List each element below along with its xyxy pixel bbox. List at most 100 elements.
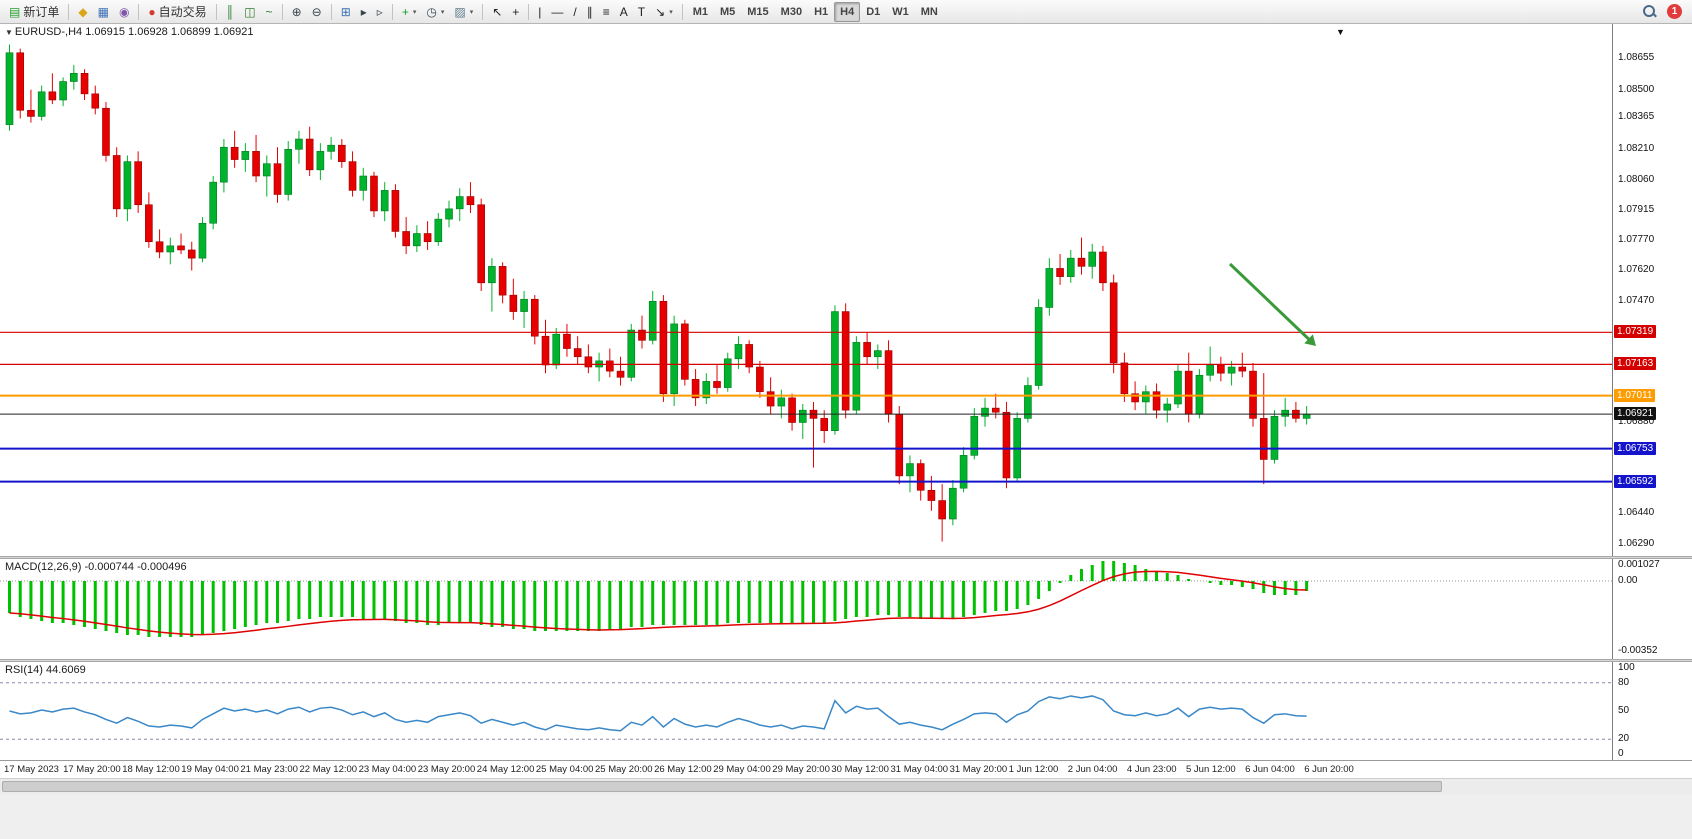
metaeditor-button[interactable]: ◆ bbox=[73, 2, 92, 22]
arrows-button[interactable]: ↘ ▾ bbox=[650, 2, 678, 22]
time-axis-label: 17 May 20:00 bbox=[63, 764, 121, 775]
resistance-line-1-label[interactable]: 1.07319 bbox=[1614, 325, 1657, 339]
macd-indicator-pane[interactable]: MACD(12,26,9) -0.000744 -0.000496 bbox=[0, 559, 1612, 659]
support-line-2-label[interactable]: 1.06592 bbox=[1614, 474, 1657, 488]
indicators-button[interactable]: + ▾ bbox=[397, 2, 422, 22]
timeframe-button-mn[interactable]: MN bbox=[915, 2, 944, 22]
timeframe-button-m15[interactable]: M15 bbox=[741, 2, 774, 22]
label-button[interactable]: T bbox=[633, 2, 650, 22]
time-axis-label: 23 May 04:00 bbox=[358, 764, 417, 775]
autotrading-icon: ● bbox=[148, 4, 156, 19]
channel-button[interactable]: ∥ bbox=[582, 2, 598, 22]
templates-button[interactable]: ▨ ▾ bbox=[449, 2, 478, 22]
bid-price-line-label[interactable]: 1.06921 bbox=[1614, 407, 1657, 421]
search-icon[interactable] bbox=[1642, 4, 1657, 19]
price-chart-pane[interactable]: ▼ EURUSD-,H4 1.06915 1.06928 1.06899 1.06… bbox=[0, 24, 1612, 556]
time-axis-label: 31 May 04:00 bbox=[890, 764, 949, 775]
scrollbar-thumb[interactable] bbox=[2, 781, 1442, 792]
rsi-indicator-pane[interactable]: RSI(14) 44.6069 bbox=[0, 662, 1612, 760]
toolbar-separator bbox=[138, 3, 140, 20]
toolbar-separator bbox=[528, 3, 530, 20]
bars-chart-button[interactable]: ║ bbox=[221, 2, 240, 22]
timeframe-button-d1[interactable]: D1 bbox=[860, 2, 886, 22]
market-watch-icon: ▦ bbox=[97, 4, 109, 19]
chart-ohlc-values: 1.06915 1.06928 1.06899 1.06921 bbox=[85, 26, 254, 38]
chart-shift-marker[interactable]: ▼ bbox=[1336, 27, 1345, 37]
zoom-out-button[interactable]: ⊖ bbox=[307, 2, 327, 22]
crosshair-button[interactable]: + bbox=[507, 2, 524, 22]
rsi-axis[interactable]: 100 80 50 20 0 bbox=[1612, 662, 1692, 760]
arrows-icon: ↘ bbox=[655, 4, 666, 19]
channel-icon: ∥ bbox=[586, 4, 593, 19]
fibonacci-button[interactable]: ≡ bbox=[598, 2, 615, 22]
cursor-button[interactable]: ↖ bbox=[487, 2, 507, 22]
window-bottom-area bbox=[0, 794, 1692, 839]
rsi-axis-label: 50 bbox=[1618, 705, 1630, 716]
text-button[interactable]: A bbox=[615, 2, 633, 22]
price-tick-label: 1.08365 bbox=[1618, 111, 1655, 123]
timeframe-button-w1[interactable]: W1 bbox=[886, 2, 915, 22]
trendline-button[interactable]: / bbox=[568, 2, 581, 22]
candlestick-chart-button[interactable]: ◫ bbox=[239, 2, 260, 22]
toolbar-separator bbox=[482, 3, 484, 20]
timeframe-button-m1[interactable]: M1 bbox=[687, 2, 714, 22]
autoscroll-button[interactable]: ▸ bbox=[356, 2, 372, 22]
trendline-icon: / bbox=[573, 4, 577, 19]
timeframe-button-h1[interactable]: H1 bbox=[808, 2, 834, 22]
time-axis[interactable]: 17 May 2023 17 May 20:00 18 May 12:00 19 Ma… bbox=[0, 760, 1692, 778]
macd-axis[interactable]: 0.001027 0.00 -0.00352 bbox=[1612, 559, 1692, 659]
crosshair-icon: + bbox=[512, 4, 520, 19]
new-order-icon: ▤ bbox=[9, 4, 21, 19]
notification-badge[interactable]: 1 bbox=[1667, 4, 1682, 19]
chart-menu-icon[interactable]: ▼ bbox=[5, 28, 13, 37]
navigator-icon: ◉ bbox=[118, 4, 130, 19]
vertical-line-icon: | bbox=[538, 4, 542, 19]
pane-splitter-macd[interactable] bbox=[0, 556, 1692, 559]
periods-button[interactable]: ◷ ▾ bbox=[421, 2, 449, 22]
toolbar-button-area: ▤ 新订单 ◆ ▦ ◉ ● 自动交易 ║ ◫ ~ ⊕ ⊖ ⊞ ▸ ▹ + ▾ ◷ ▾ ▨ ▾ ↖ + | — / ∥ ≡ A T ↘ ▾ M1 M… bbox=[4, 1, 944, 22]
pivot-line-label[interactable]: 1.07011 bbox=[1614, 388, 1656, 402]
price-tick-label: 1.06440 bbox=[1618, 506, 1655, 518]
autotrading-button[interactable]: ● 自动交易 bbox=[143, 2, 211, 22]
toolbar-separator bbox=[391, 3, 393, 20]
toolbar-separator bbox=[330, 3, 332, 20]
vertical-line-button[interactable]: | bbox=[533, 2, 546, 22]
new-order-button-label: 新订单 bbox=[23, 5, 60, 19]
macd-axis-label: 0.001027 bbox=[1618, 559, 1660, 570]
zoom-in-button[interactable]: ⊕ bbox=[287, 2, 307, 22]
templates-icon: ▨ bbox=[454, 4, 466, 19]
line-chart-button[interactable]: ~ bbox=[261, 2, 278, 22]
price-tick-label: 1.07770 bbox=[1618, 233, 1655, 245]
resistance-line-2-label[interactable]: 1.07163 bbox=[1614, 357, 1657, 371]
timeframe-button-m5[interactable]: M5 bbox=[714, 2, 741, 22]
toolbar-right-area: 1 bbox=[1642, 4, 1688, 19]
dropdown-caret-icon: ▾ bbox=[440, 8, 445, 16]
macd-axis-label: 0.00 bbox=[1618, 575, 1638, 586]
chart-shift-button[interactable]: ▹ bbox=[372, 2, 388, 22]
zoom-in-icon: ⊕ bbox=[291, 4, 302, 19]
horizontal-line-icon: — bbox=[551, 4, 564, 19]
timeframe-button-h4[interactable]: H4 bbox=[834, 1, 861, 22]
time-axis-label: 25 May 04:00 bbox=[535, 764, 594, 775]
navigator-button[interactable]: ◉ bbox=[114, 2, 134, 22]
horizontal-scrollbar[interactable] bbox=[0, 778, 1692, 794]
rsi-axis-label: 0 bbox=[1618, 748, 1624, 759]
time-axis-label: 6 Jun 04:00 bbox=[1245, 764, 1295, 775]
price-axis[interactable]: 1.08655 1.08500 1.08365 1.08210 1.08060 1.079… bbox=[1612, 24, 1692, 556]
timeframe-button-m30[interactable]: M30 bbox=[775, 2, 808, 22]
dropdown-caret-icon: ▾ bbox=[469, 8, 474, 16]
support-line-1-label[interactable]: 1.06753 bbox=[1614, 441, 1657, 455]
time-axis-label: 4 Jun 23:00 bbox=[1126, 764, 1177, 775]
tile-windows-button[interactable]: ⊞ bbox=[336, 2, 356, 22]
price-tick-label: 1.08655 bbox=[1618, 51, 1655, 63]
pane-splitter-rsi[interactable] bbox=[0, 659, 1692, 662]
price-tick-label: 1.08060 bbox=[1618, 174, 1655, 186]
new-order-button[interactable]: ▤ 新订单 bbox=[4, 2, 64, 22]
market-watch-button[interactable]: ▦ bbox=[93, 2, 114, 22]
toolbar-separator bbox=[681, 3, 683, 20]
macd-axis-label: -0.00352 bbox=[1618, 645, 1658, 657]
horizontal-line-button[interactable]: — bbox=[546, 2, 568, 22]
rsi-axis-label: 80 bbox=[1618, 676, 1630, 688]
main-toolbar: ▤ 新订单 ◆ ▦ ◉ ● 自动交易 ║ ◫ ~ ⊕ ⊖ ⊞ ▸ ▹ + ▾ ◷ ▾ ▨ ▾ ↖ + | — / ∥ ≡ A T ↘ ▾ M1 M… bbox=[0, 0, 1692, 24]
time-axis-label: 19 May 04:00 bbox=[181, 764, 239, 775]
